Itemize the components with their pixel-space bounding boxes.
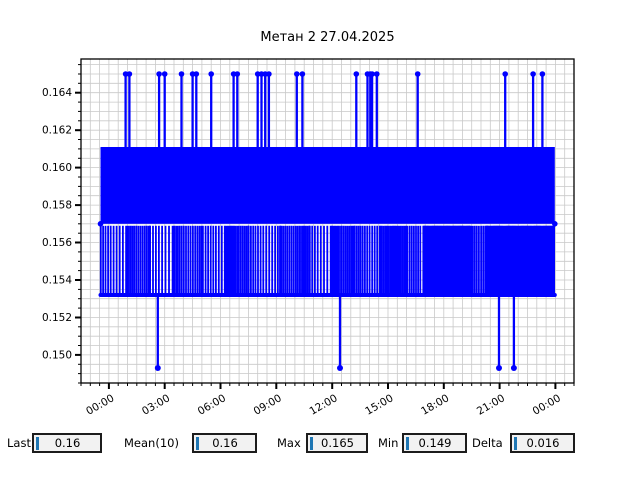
svg-text:06:00: 06:00 <box>196 392 228 418</box>
text-caret <box>36 436 39 450</box>
svg-text:0.152: 0.152 <box>42 312 72 324</box>
svg-text:0.150: 0.150 <box>42 349 72 361</box>
min-value: 0.149 <box>418 436 452 450</box>
svg-text:09:00: 09:00 <box>252 392 284 418</box>
svg-text:12:00: 12:00 <box>307 392 339 418</box>
mean10-value-field[interactable]: 0.16 <box>192 433 257 453</box>
svg-text:0.158: 0.158 <box>42 200 72 212</box>
svg-text:18:00: 18:00 <box>419 392 451 418</box>
svg-text:0.162: 0.162 <box>42 125 72 137</box>
mean10-value: 0.16 <box>212 436 238 450</box>
min-label: Min <box>378 436 399 450</box>
text-caret <box>514 436 517 450</box>
mean10-label: Mean(10) <box>124 436 179 450</box>
max-value: 0.165 <box>321 436 354 450</box>
delta-label: Delta <box>472 436 503 450</box>
methane-chart: 0.150 0.152 0.154 0.156 0.158 0.160 0.162 0.164… <box>42 58 575 418</box>
max-value-field[interactable]: 0.165 <box>306 433 368 453</box>
delta-value-field[interactable]: 0.016 <box>510 433 575 453</box>
last-value-field[interactable]: 0.16 <box>32 433 102 453</box>
last-value: 0.16 <box>54 436 81 450</box>
svg-text:00:00: 00:00 <box>531 392 563 418</box>
delta-value: 0.016 <box>526 436 560 450</box>
svg-text:0.154: 0.154 <box>42 275 72 287</box>
svg-text:21:00: 21:00 <box>475 392 507 418</box>
svg-text:0.156: 0.156 <box>42 237 72 249</box>
chart-title: Метан 2 27.04.2025 <box>260 30 395 45</box>
text-caret <box>406 436 409 450</box>
svg-text:15:00: 15:00 <box>363 392 395 418</box>
svg-text:03:00: 03:00 <box>140 392 172 418</box>
stats-bar: Last 0.16 Mean(10) 0.16 Max 0.165 Min 0.… <box>0 432 640 456</box>
max-label: Max <box>277 436 301 450</box>
svg-text:00:00: 00:00 <box>84 392 116 418</box>
last-label: Last <box>7 436 31 450</box>
svg-text:0.164: 0.164 <box>42 87 72 99</box>
text-caret <box>196 436 199 450</box>
min-value-field[interactable]: 0.149 <box>402 433 467 453</box>
svg-text:0.160: 0.160 <box>42 162 72 174</box>
text-caret <box>310 436 313 450</box>
